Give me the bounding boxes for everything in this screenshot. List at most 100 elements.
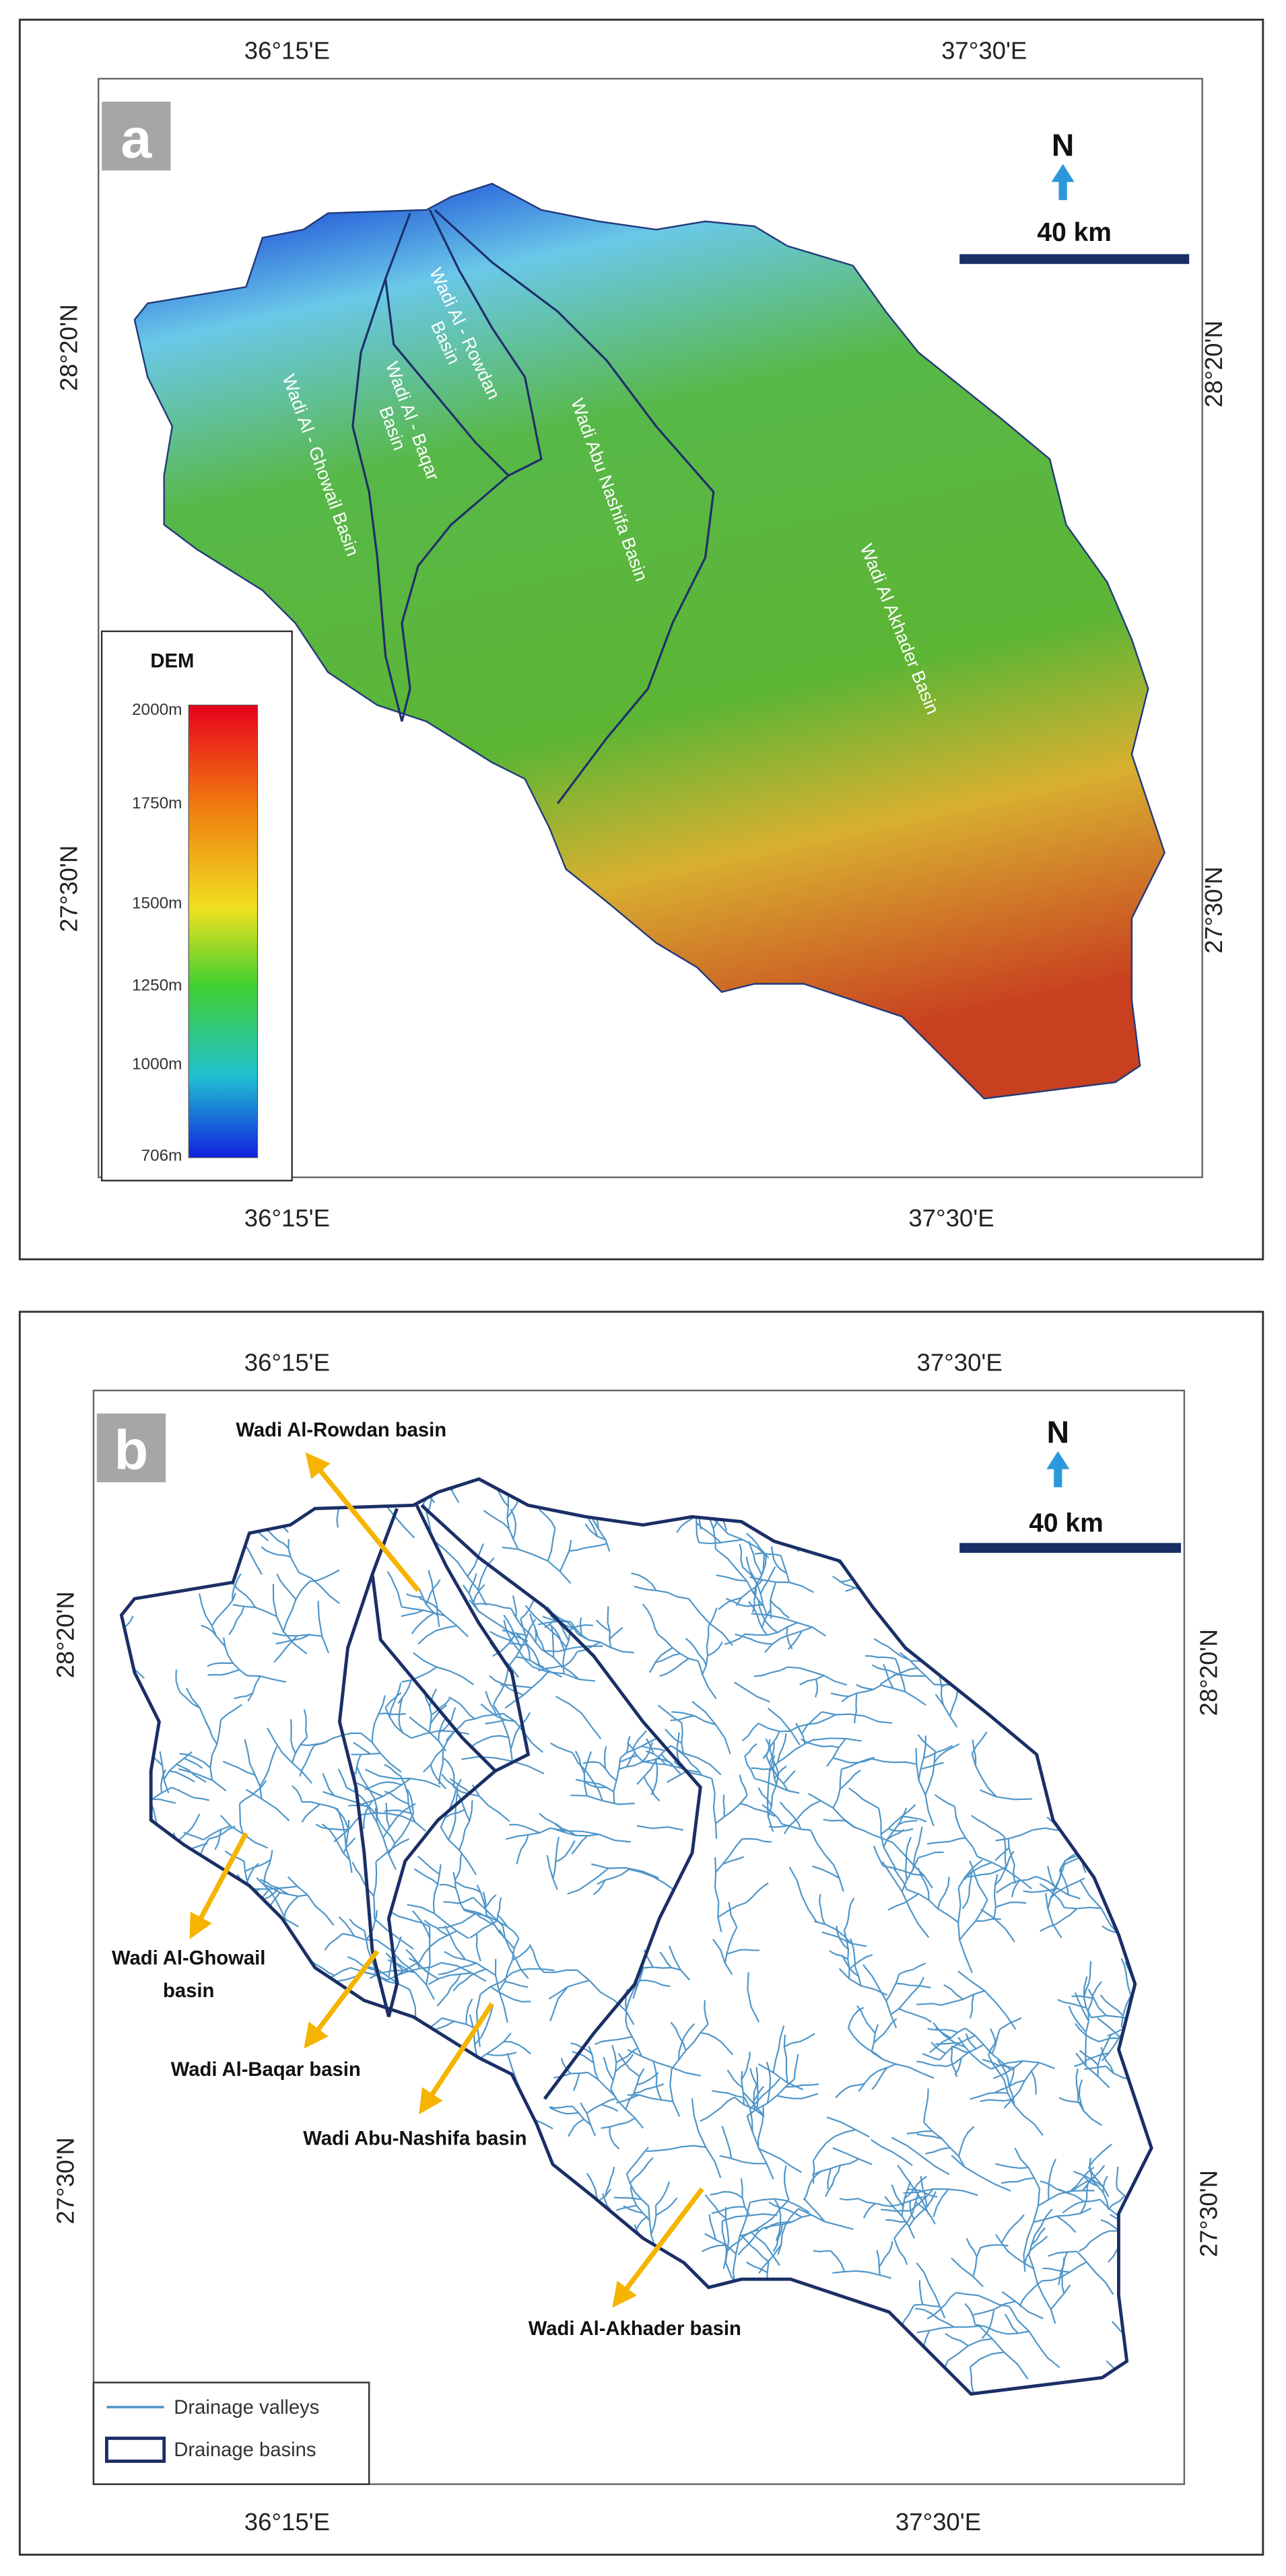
stream [546,1854,558,1890]
stream [443,1757,455,1787]
stream [671,2023,709,2070]
stream [1116,2166,1119,2189]
stream [631,1572,657,1591]
stream [961,1871,973,1910]
stream [1036,1875,1081,1900]
stream [529,1944,545,1973]
stream [922,2053,940,2061]
stream [642,1603,659,1635]
legend-title: DEM [150,650,194,672]
stream [553,1828,599,1837]
scale-label: 40 km [1037,218,1112,247]
legend-box [92,2381,370,2485]
stream [871,2051,935,2079]
legend-tick-label: 2000m [132,701,182,719]
stream [793,2054,799,2079]
stream [263,1850,273,1885]
stream [346,1786,376,1814]
basin-boundaries [351,209,715,804]
stream [893,1673,926,1677]
stream [830,2250,846,2272]
stream [801,1711,823,1735]
stream [1013,1865,1017,1884]
stream [362,1778,411,1805]
stream [583,1751,593,1797]
stream [413,1652,474,1685]
stream [1091,2180,1110,2208]
stream [668,1945,690,1981]
stream [865,1655,896,1660]
stream [862,1964,898,2029]
stream [1050,2284,1071,2310]
stream [1044,1893,1062,1939]
stream [768,2201,803,2218]
stream [485,1691,498,1716]
stream [918,1735,927,1780]
stream [698,1661,717,1700]
stream [661,1753,682,1776]
stream [1102,2175,1108,2193]
stream [367,1807,397,1871]
stream [884,2196,915,2239]
stream [497,1914,520,1939]
stream [745,1533,767,1556]
stream [178,1768,227,1792]
stream [858,2063,896,2092]
stream [766,1755,776,1832]
stream [425,1579,441,1605]
stream [920,1762,944,1770]
stream [555,1696,602,1739]
stream [839,1770,861,1790]
stream [898,1819,918,1825]
stream [405,1949,421,1969]
stream [904,1836,912,1881]
stream [940,1990,985,2007]
stream [726,2229,759,2252]
stream [657,1634,699,1662]
stream [1007,1838,1015,1865]
stream [675,1748,703,1776]
stream [821,1711,893,1724]
stream [1057,1998,1087,2009]
stream [444,1925,467,1960]
stream [999,2017,1022,2030]
stream [814,1679,818,1698]
stream [375,1838,410,1863]
stream [827,2168,832,2190]
dem-legend: DEM 2000m 1750m 1500m 1250m 1000m 706m [100,630,293,1182]
stream [490,1986,531,2003]
stream [741,1722,759,1742]
stream [615,2048,638,2064]
stream [428,1972,472,1986]
stream [1003,2062,1040,2109]
stream [634,2083,665,2095]
stream [766,1755,789,1791]
stream [704,2000,709,2025]
stream [1023,2188,1041,2272]
stream [555,1840,576,1863]
lon-label: 36°15'E [244,37,330,65]
stream [698,1539,743,1545]
stream [385,1803,391,1828]
stream [498,1938,520,1992]
stream [1050,1877,1085,1899]
stream [784,2165,790,2200]
stream [826,1738,846,1767]
stream [788,1867,817,1923]
stream [384,1809,411,1814]
stream [1066,2176,1096,2194]
stream [801,1738,840,1749]
stream [767,1708,801,1746]
stream [749,2068,757,2085]
stream [751,1613,826,1637]
stream [603,1746,607,1769]
stream [417,1625,457,1645]
stream [641,1745,665,1751]
stream [970,2351,1005,2368]
stream [735,1633,772,1645]
stream [925,2147,951,2155]
stream [1071,1995,1094,1999]
stream [832,1769,842,1809]
stream [550,1742,573,1753]
